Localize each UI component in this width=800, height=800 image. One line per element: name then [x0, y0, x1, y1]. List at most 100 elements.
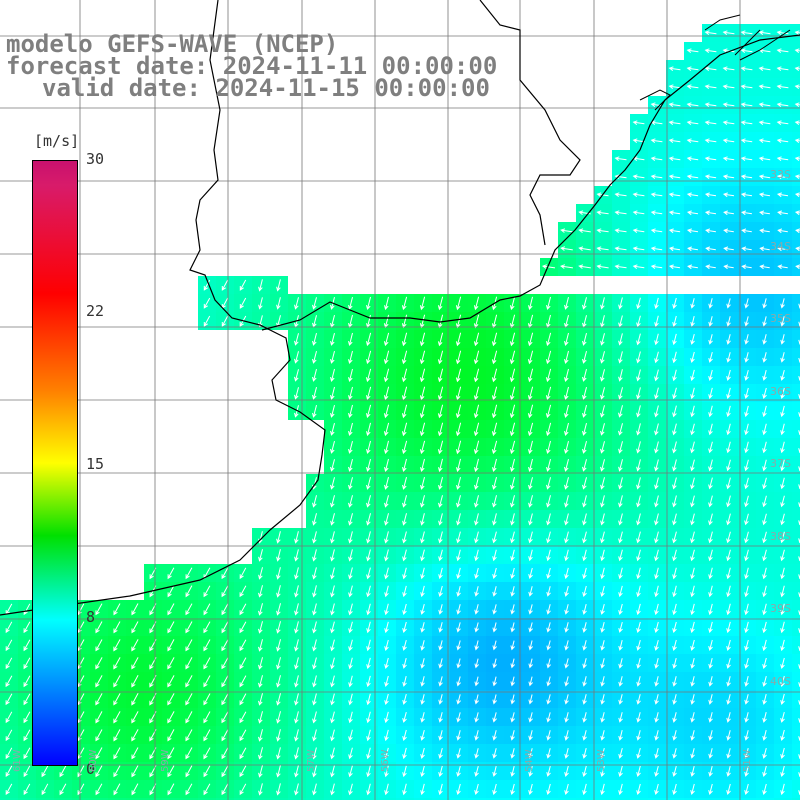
wind-arrow	[546, 549, 551, 562]
wind-arrow	[510, 531, 515, 544]
wind-arrow	[762, 352, 767, 363]
wind-arrow	[780, 549, 785, 562]
wind-speed-cell	[522, 798, 540, 800]
wind-arrow	[582, 712, 587, 723]
wind-arrow	[113, 711, 121, 724]
wind-arrow	[650, 102, 663, 107]
wind-arrow	[741, 228, 752, 234]
wind-arrow	[401, 350, 408, 365]
wind-arrow	[384, 296, 389, 311]
wind-arrow	[221, 693, 229, 706]
wind-arrow	[686, 174, 699, 179]
wind-arrow	[113, 675, 121, 688]
wind-arrow	[546, 783, 551, 796]
wind-arrow	[686, 228, 699, 234]
wind-arrow	[23, 765, 31, 778]
wind-arrow	[383, 350, 390, 365]
wind-arrow	[455, 422, 462, 437]
wind-arrow	[758, 138, 771, 143]
wind-arrow	[672, 459, 677, 472]
wind-arrow	[545, 386, 552, 401]
wind-speed-cell	[162, 798, 180, 800]
wind-arrow	[582, 495, 587, 508]
wind-arrow	[437, 422, 444, 437]
wind-arrow	[636, 676, 641, 687]
wind-arrow	[672, 639, 677, 652]
wind-speed-cell	[612, 798, 630, 800]
wind-arrow	[492, 476, 497, 490]
wind-arrow	[794, 84, 800, 89]
wind-arrow	[420, 549, 425, 562]
wind-arrow	[258, 693, 263, 706]
wind-arrow	[690, 441, 695, 454]
wind-arrow	[474, 495, 479, 508]
wind-arrow	[474, 694, 479, 705]
wind-arrow	[654, 747, 659, 759]
wind-arrow	[686, 84, 699, 89]
wind-arrow	[258, 657, 263, 670]
wind-arrow	[744, 694, 749, 705]
wind-arrow	[113, 621, 121, 634]
wind-arrow	[582, 676, 587, 687]
wind-arrow	[312, 585, 317, 598]
wind-arrow	[330, 711, 335, 724]
wind-arrow	[777, 264, 788, 270]
wind-arrow	[185, 765, 193, 778]
wind-arrow	[708, 441, 713, 454]
wind-arrow	[437, 368, 444, 383]
wind-arrow	[330, 603, 335, 616]
wind-arrow	[383, 332, 390, 347]
wind-arrow	[708, 783, 713, 796]
wind-arrow	[672, 405, 677, 418]
wind-arrow	[330, 639, 335, 652]
wind-arrow	[221, 279, 229, 291]
wind-arrow	[618, 567, 623, 580]
wind-arrow	[492, 495, 497, 508]
wind-arrow	[582, 350, 587, 364]
wind-arrow	[614, 210, 627, 215]
wind-arrow	[221, 567, 229, 580]
wind-arrow	[564, 458, 569, 472]
wind-arrow	[780, 711, 785, 723]
wind-arrow	[632, 210, 645, 215]
wind-arrow	[776, 156, 789, 161]
wind-arrow	[546, 332, 552, 347]
wind-arrow	[582, 585, 587, 597]
wind-arrow	[330, 459, 335, 472]
wind-arrow	[600, 369, 605, 382]
wind-arrow	[632, 138, 645, 143]
wind-arrow	[668, 84, 681, 89]
wind-arrow	[740, 84, 753, 89]
wind-arrow	[758, 102, 771, 107]
wind-arrow	[113, 639, 121, 652]
wind-arrow	[564, 549, 569, 562]
wind-arrow	[708, 298, 713, 309]
wind-arrow	[528, 712, 533, 723]
wind-arrow	[546, 586, 551, 597]
wind-arrow	[419, 368, 426, 383]
wind-arrow	[510, 694, 515, 705]
wind-arrow	[131, 729, 139, 742]
wind-arrow	[348, 386, 353, 401]
wind-arrow	[131, 639, 139, 652]
wind-speed-field	[0, 24, 800, 800]
wind-arrow	[492, 712, 497, 723]
wind-arrow	[762, 477, 767, 490]
wind-arrow	[780, 316, 785, 327]
wind-arrow	[438, 549, 443, 562]
wind-arrow	[744, 423, 749, 436]
wind-arrow	[492, 513, 497, 526]
wind-arrow	[294, 639, 299, 652]
wind-arrow	[384, 675, 389, 688]
wind-arrow	[456, 604, 461, 615]
wind-arrow	[762, 693, 767, 705]
wind-arrow	[95, 675, 103, 688]
wind-arrow	[672, 676, 677, 687]
wind-arrow	[473, 440, 480, 455]
wind-arrow	[276, 585, 281, 598]
wind-arrow	[312, 603, 317, 616]
wind-arrow	[690, 712, 695, 723]
wind-arrow	[618, 765, 623, 777]
wind-speed-cell	[216, 798, 234, 800]
wind-arrow	[762, 387, 767, 399]
